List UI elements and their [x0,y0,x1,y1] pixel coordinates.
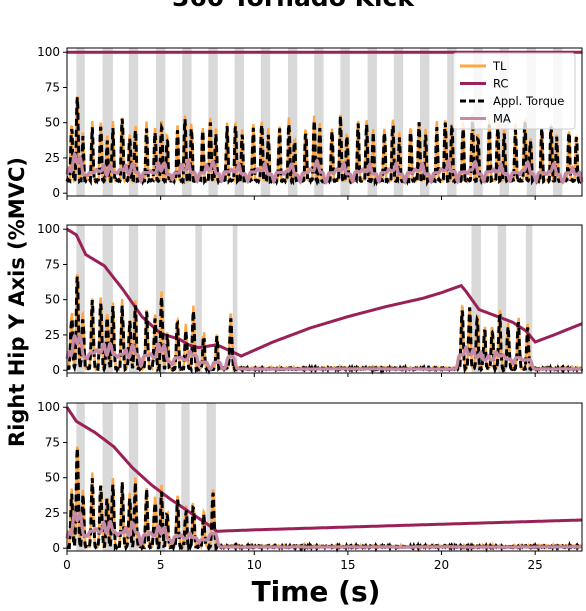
y-tick-label: 25 [45,506,60,520]
activation-band [367,48,377,196]
y-tick-label: 75 [45,435,60,449]
plot-frame [66,47,583,197]
y-tick-label: 75 [45,80,60,94]
activation-band [128,403,139,551]
activation-band [155,403,166,551]
x-tick-label: 5 [157,558,165,572]
y-tick-label: 50 [45,116,60,130]
activation-band [76,48,85,196]
activation-band [102,48,113,196]
activation-band [234,48,244,196]
activation-band [181,403,190,551]
subplot-1: 0 25 50 75 100 TL RC Appl. Torque MA [37,45,584,200]
subplot-3: 0 25 50 75 100 0 5 10 15 20 25 [37,400,583,572]
y-tick-label: 100 [37,222,60,236]
plot-frame [66,224,583,374]
activation-band [102,225,113,373]
y-tick-label: 0 [52,363,60,377]
activation-band [208,48,218,196]
x-axis-label: Time (s) [252,575,381,608]
activation-band [497,225,507,373]
activation-band [206,403,216,551]
series-RC [66,227,583,358]
activation-band [128,225,139,373]
y-tick-label: 100 [37,45,60,59]
activation-band [260,48,271,196]
series-MA [65,151,584,186]
x-tick-label: 15 [340,558,355,572]
activation-band [76,403,85,551]
activation-band [393,48,404,196]
legend-label-appl-torque: Appl. Torque [493,94,564,108]
x-tick-label: 10 [247,558,262,572]
activation-band [447,48,457,196]
x-tick-label: 25 [528,558,543,572]
plot-frame [66,402,583,552]
legend-box [452,52,576,130]
subplot-2: 0 25 50 75 100 [37,222,584,377]
y-tick-label: 100 [37,400,60,414]
activation-band [314,48,324,196]
y-tick-label: 50 [45,471,60,485]
y-tick-label: 25 [45,151,60,165]
y-axis-label: Right Hip Y Axis (%MVC) [5,157,29,447]
activation-band [340,48,350,196]
legend: TL RC Appl. Torque MA [452,52,576,130]
legend-label-rc: RC [493,77,508,91]
activation-band [232,225,238,373]
activation-band [128,48,139,196]
legend-label-tl: TL [492,59,507,73]
x-tick-label: 0 [63,558,71,572]
activation-band [76,225,85,373]
series-MA [65,333,583,371]
y-tick-label: 50 [45,293,60,307]
chart-title: 360 Tornado Kick [172,0,415,12]
series-MA [65,510,582,549]
activation-band [420,48,430,196]
series-RC [65,406,582,533]
activation-band [471,225,481,373]
activation-band [195,225,202,373]
activation-band [182,48,192,196]
y-tick-label: 0 [52,541,60,555]
legend-label-ma: MA [493,112,511,126]
activation-band [287,48,298,196]
activation-band [525,225,533,373]
x-tick-label: 20 [434,558,449,572]
activation-band [102,403,113,551]
y-tick-label: 0 [52,186,60,200]
y-tick-label: 25 [45,328,60,342]
y-tick-label: 75 [45,257,60,271]
